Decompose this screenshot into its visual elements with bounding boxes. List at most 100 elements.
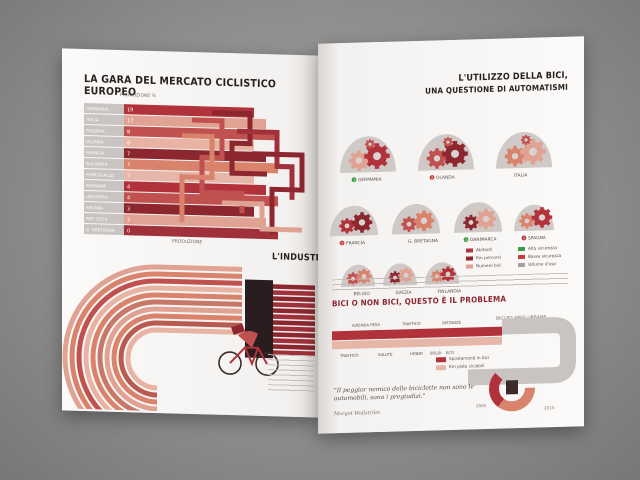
rank-badge-number: 2 — [341, 241, 343, 245]
gear-country-label: FRANCIA — [346, 240, 365, 247]
country-label-bg — [84, 169, 124, 181]
gear-icon — [520, 134, 532, 146]
country-value: 0 — [127, 228, 130, 234]
gear-icon — [364, 143, 390, 169]
legend-label: Alta sicurezza — [528, 245, 558, 251]
year-start: 2005 — [476, 403, 487, 408]
country-label-bg — [84, 125, 124, 137]
production-bar-chart: GERMANIA 19 ITALIA 17 POLONIA 8 OLANDA 8 FRANCIA… — [84, 103, 305, 240]
quote-author: Margot Wallström — [334, 409, 380, 418]
gear-icon — [463, 214, 479, 231]
gear-icon — [351, 212, 373, 233]
production-arc — [118, 320, 242, 398]
production-arc — [125, 327, 242, 391]
industry-bar — [273, 332, 315, 338]
production-arc-chart — [62, 264, 315, 416]
gear-country-label: SVEZIA — [396, 290, 412, 296]
country-label-bg — [84, 158, 124, 170]
industry-bar — [273, 320, 315, 326]
country-name: POLONIA — [86, 128, 105, 134]
country-name: ITALIA — [86, 117, 99, 122]
timeline-bottom-label: ECO — [446, 350, 454, 355]
country-bar — [124, 214, 266, 229]
country-value: 4 — [127, 184, 130, 190]
rank-badge-number: 2 — [431, 176, 433, 180]
legend2-swatch — [436, 364, 446, 370]
right-title-line1: L'UTILIZZO DELLA BICI, — [458, 70, 568, 84]
production-arc — [69, 271, 242, 416]
rank-badge — [429, 175, 435, 180]
country-name: REP. CECA — [86, 216, 108, 222]
legend2-item: Km piste ciclabili — [436, 363, 484, 370]
right-page: L'UTILIZZO DELLA BICI, UNA QUESTIONE DI … — [318, 36, 584, 434]
legend-label: Abitanti — [476, 246, 493, 253]
gear-country-label: BELGIO — [354, 291, 371, 297]
timeline-top-label: AZIENDA PESA — [352, 322, 380, 328]
timeline-track: AZIENDA PESA TRAFFICO DISTANZE TRAFFICO SALU… — [332, 317, 576, 412]
gear-country-label: GERMANIA — [358, 177, 382, 184]
country-value: 3 — [127, 206, 130, 212]
country-value: 19 — [127, 107, 133, 113]
industry-bar — [273, 302, 315, 308]
production-arc — [76, 278, 242, 416]
legend-swatch — [466, 264, 473, 269]
legend-swatch — [466, 248, 473, 253]
industry-bar — [273, 290, 315, 296]
rank-badge-number: 3 — [523, 236, 525, 240]
industry-bar — [273, 326, 315, 332]
legend-label: Km percorsi — [476, 254, 501, 261]
gear-icon — [531, 207, 553, 228]
gear-icon — [442, 136, 454, 148]
country-label-bg — [84, 103, 124, 115]
rank-badge — [463, 237, 469, 242]
gear-icon — [519, 213, 535, 229]
country-label-bg — [84, 213, 124, 225]
production-arc — [111, 313, 242, 405]
gear-icon — [339, 218, 355, 234]
legend-item: Numero bici — [466, 263, 501, 269]
country-value: 4 — [127, 195, 130, 201]
country-name: OLANDA — [86, 139, 104, 144]
country-name: PORTOGALLO — [86, 172, 115, 178]
legend-item: Volume d'uso — [518, 261, 556, 268]
legend-item: Km percorsi — [466, 255, 501, 261]
legend2-label: Km piste ciclabili — [449, 363, 485, 370]
right-title-line2: UNA QUESTIONE DI AUTOMATISMI — [425, 82, 568, 96]
country-label-bg — [84, 180, 124, 192]
industry-bar — [273, 284, 315, 290]
country-value: 8 — [127, 140, 130, 146]
rank-badge — [521, 235, 527, 241]
legend-item: Alta sicurezza — [518, 245, 558, 252]
gear-icon — [520, 138, 546, 165]
country-value: 7 — [127, 173, 130, 179]
legend-item: Abitanti — [466, 247, 492, 253]
ribbon-decoration — [179, 110, 305, 235]
bar-axis-label: PRODUZIONE % — [120, 93, 156, 100]
legend-item: Bassa sicurezza — [518, 252, 562, 260]
country-label-bg — [84, 191, 124, 203]
country-value: 7 — [127, 151, 130, 157]
country-value: 17 — [127, 118, 133, 124]
gear-icon — [348, 150, 370, 171]
rank-badge-number: 1 — [465, 238, 467, 242]
country-name: GERMANIA — [86, 106, 109, 112]
urban-donut — [489, 365, 535, 412]
industry-bar — [273, 308, 315, 314]
dark-block — [245, 279, 273, 359]
country-label-bg — [84, 202, 124, 214]
country-name: G. BRETAGNA — [86, 227, 115, 233]
gear-icon — [364, 139, 376, 150]
legend-label: Bassa sicurezza — [528, 252, 562, 259]
gear-country-label: DANIMARCA — [470, 236, 497, 243]
usage-legend: Abitanti Km percorsi Numero bici Alta sicur… — [466, 245, 570, 276]
gear-icon — [401, 216, 417, 232]
building-icon — [506, 380, 518, 395]
gear-icon — [475, 208, 497, 230]
gear-icon — [413, 210, 435, 232]
timeline-top-label: TRAFFICO — [401, 321, 421, 327]
country-name: ROMANIA — [86, 183, 106, 189]
timeline-bottom-label: TRAFFICO — [339, 353, 359, 359]
legend2-swatch — [436, 356, 446, 362]
legend-swatch — [518, 246, 525, 252]
legend-label: Numero bici — [476, 262, 502, 269]
